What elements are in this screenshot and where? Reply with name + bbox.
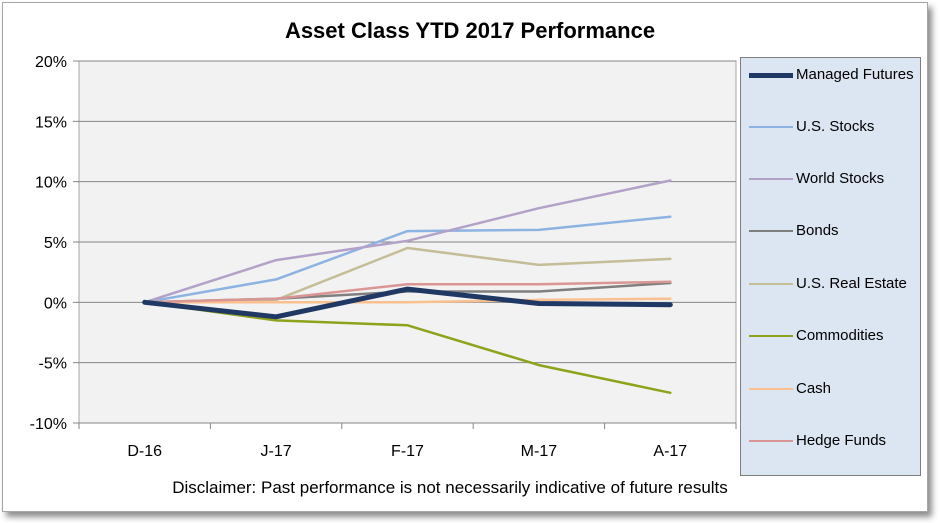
legend-label: Bonds [796, 222, 839, 239]
y-tick-label: -5% [39, 356, 67, 373]
legend-label: Cash [796, 380, 832, 397]
y-tick-label: -10% [30, 416, 67, 433]
x-tick-label: J-17 [261, 443, 292, 460]
x-tick-label: F-17 [391, 443, 424, 460]
legend-swatch [749, 282, 793, 285]
legend-swatch [749, 334, 793, 337]
x-tick-label: D-16 [127, 443, 162, 460]
legend-swatch [749, 125, 793, 128]
series-line-managed-futures [142, 286, 673, 320]
legend-swatch [749, 72, 793, 78]
y-tick-label: 20% [35, 54, 67, 71]
axes: 20% 15% 10% 5% 0% -5% -10% D-16 J-17 F-17 M-17 A-17 [30, 54, 737, 460]
legend-swatch [749, 387, 793, 390]
y-tick-label: 0% [44, 295, 67, 312]
legend-label: U.S. Real Estate [796, 275, 907, 292]
legend-label: U.S. Stocks [796, 118, 875, 135]
legend-swatch [749, 439, 793, 442]
chart-title: Asset Class YTD 2017 Performance [284, 18, 656, 43]
series-line-u-s-stocks [143, 215, 672, 304]
y-tick-label: 15% [35, 114, 67, 131]
x-tick-label: M-17 [521, 443, 558, 460]
disclaimer: Disclaimer: Past performance is not nece… [172, 478, 728, 497]
legend-label: World Stocks [796, 170, 885, 187]
series-line-cash [143, 297, 672, 304]
y-tick-label: 10% [35, 175, 67, 192]
series-lines [142, 179, 673, 395]
legend-swatch [749, 177, 793, 180]
legend-label: Hedge Funds [796, 432, 887, 449]
series-line-hedge-funds [143, 280, 672, 304]
legend: Managed Futures U.S. Stocks World Stocks Bo… [740, 57, 921, 476]
series-line-world-stocks [143, 179, 672, 304]
legend-label: Commodities [796, 327, 884, 344]
legend-label: Managed Futures [796, 66, 914, 83]
x-tick-label: A-17 [653, 443, 687, 460]
y-tick-label: 5% [44, 235, 67, 252]
legend-swatch [749, 229, 793, 232]
